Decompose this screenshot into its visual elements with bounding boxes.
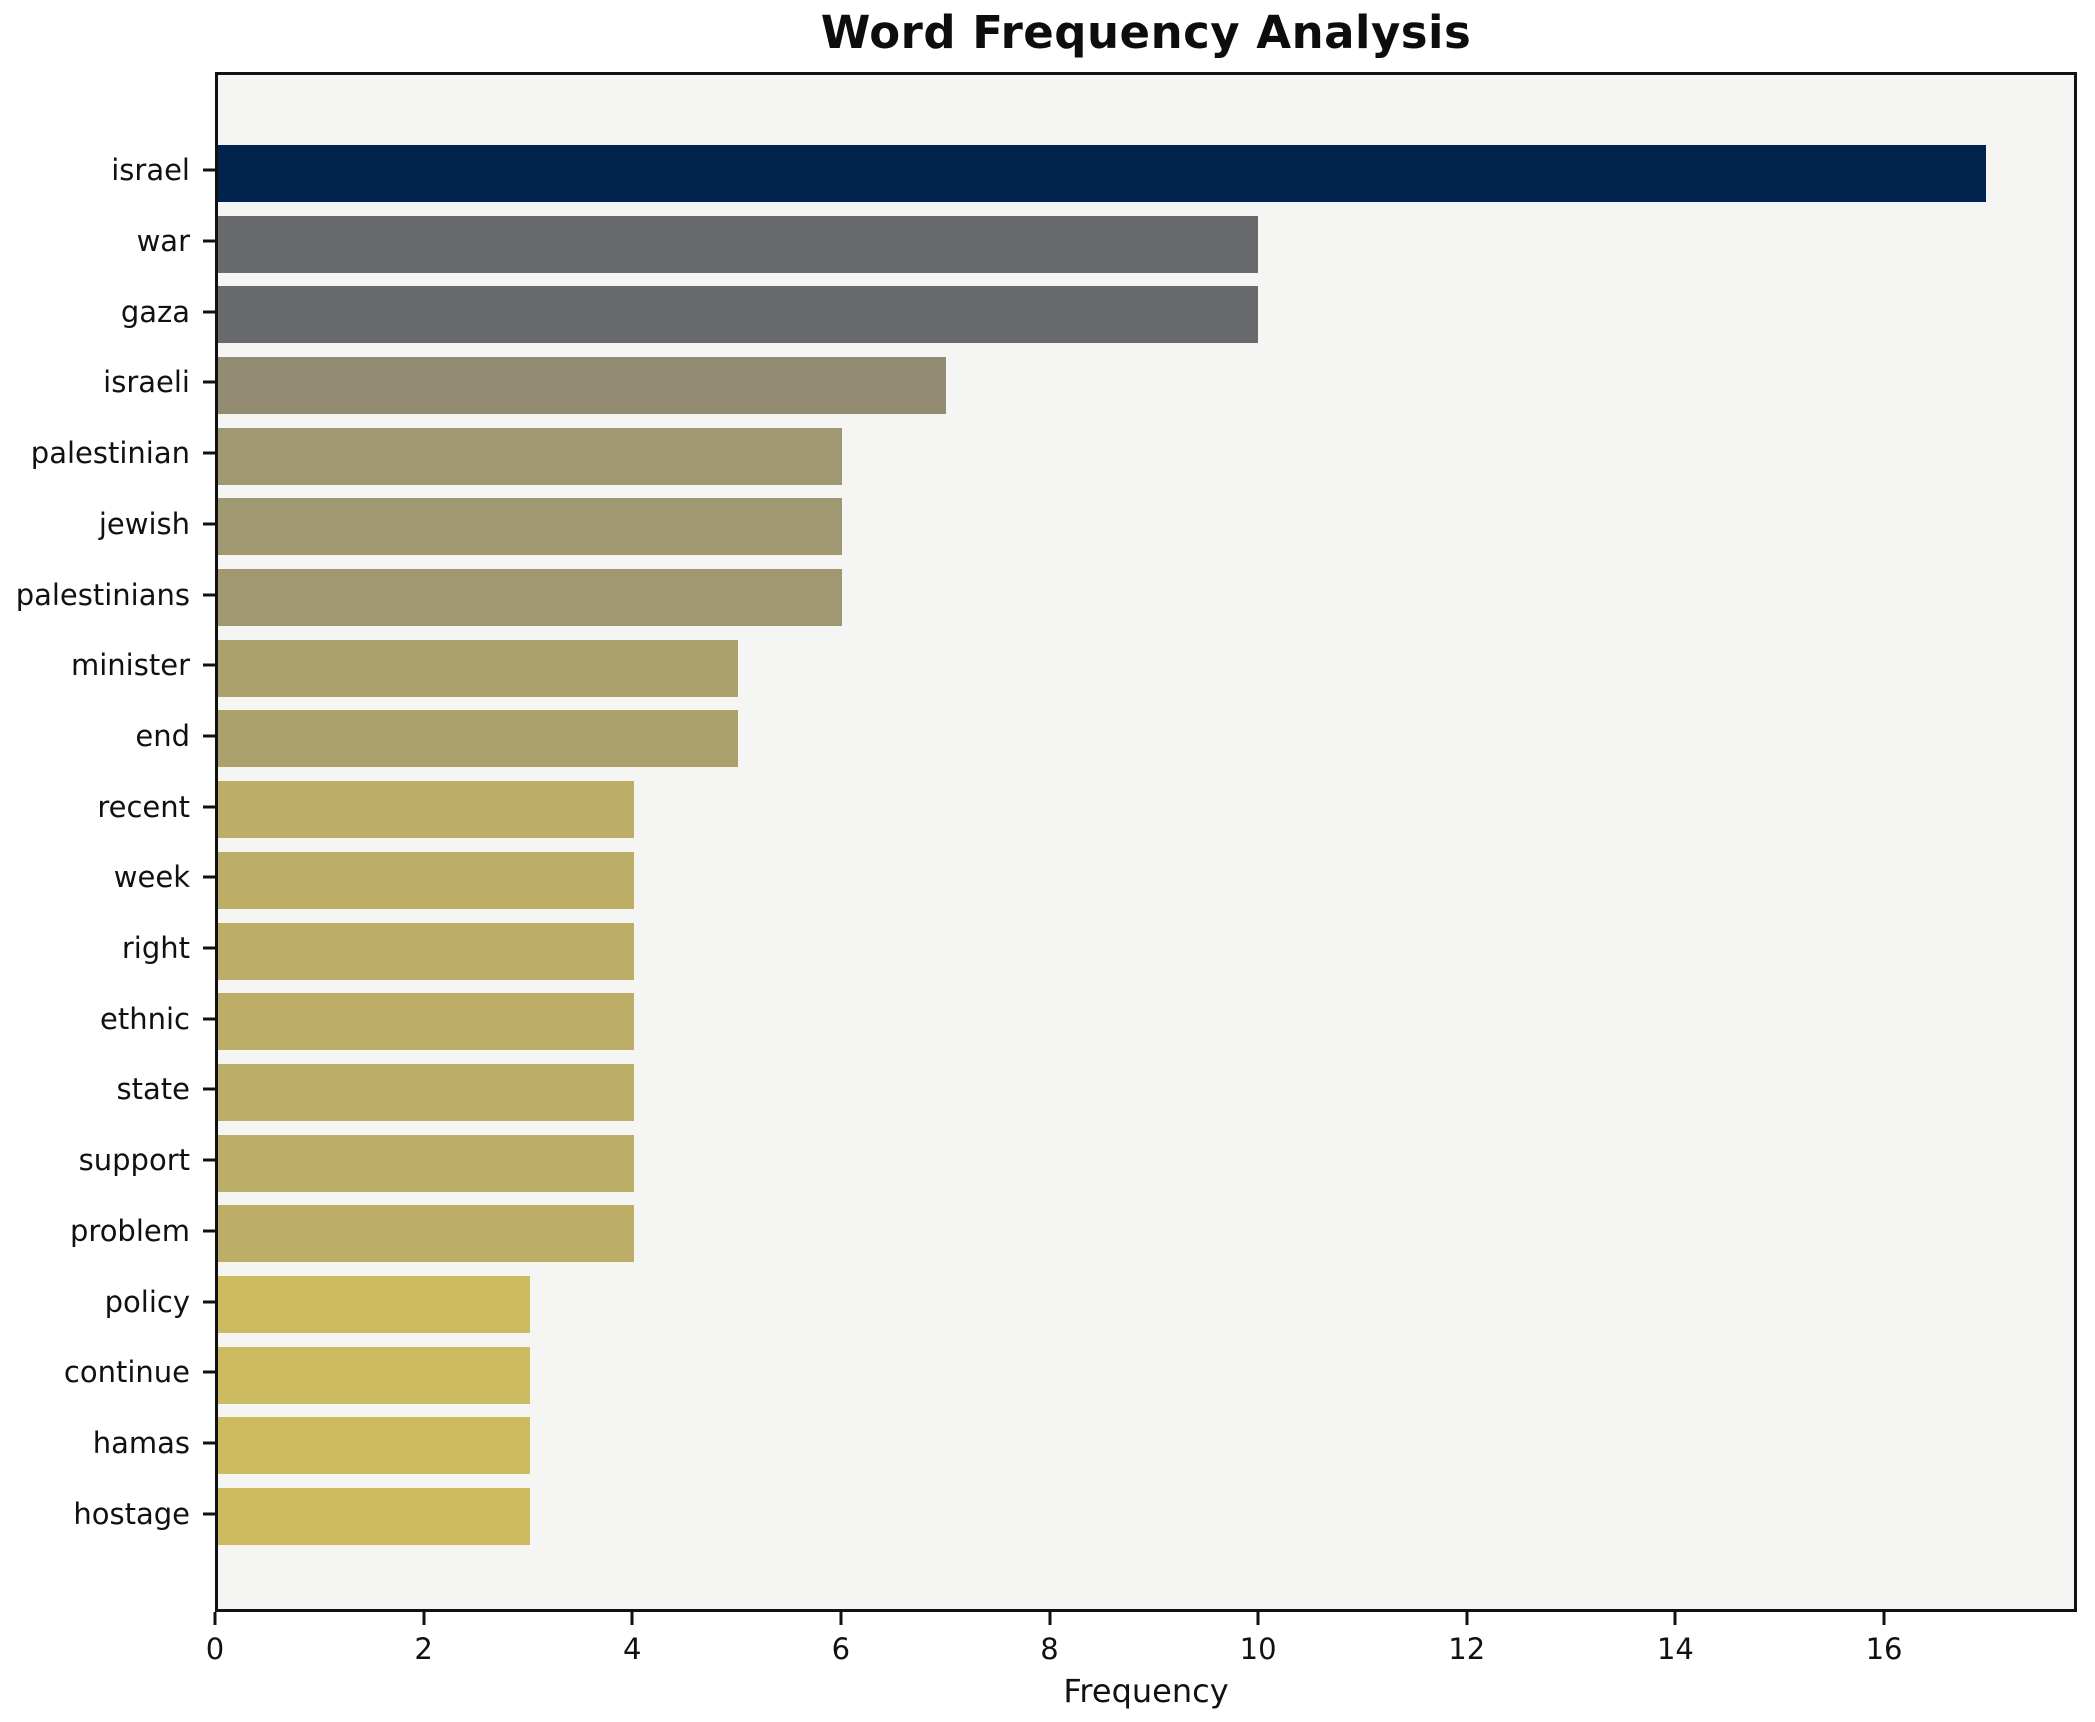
x-tick-label-12: 12: [1448, 1632, 1486, 1666]
y-tick-mark: [203, 1087, 215, 1091]
bar-ethnic: [218, 993, 634, 1051]
bar-support: [218, 1134, 634, 1192]
bar-recent: [218, 781, 634, 839]
x-tick-mark: [1048, 1612, 1051, 1625]
x-tick-mark: [630, 1612, 634, 1625]
y-tick-mark: [203, 1300, 215, 1303]
y-tick-label-jewish: jewish: [98, 506, 190, 541]
x-tick-mark: [1256, 1612, 1260, 1625]
bar-gaza: [218, 286, 1258, 344]
y-tick-mark: [203, 663, 215, 667]
x-tick-mark: [213, 1612, 217, 1625]
x-tick-mark: [1465, 1612, 1469, 1625]
plot-area: [215, 72, 2077, 1612]
y-tick-label-israel: israel: [111, 153, 190, 188]
y-tick-mark: [203, 1017, 215, 1021]
x-tick-label-6: 6: [831, 1632, 851, 1666]
x-tick-mark: [839, 1612, 843, 1625]
y-tick-mark: [203, 239, 215, 243]
y-tick-mark: [203, 1441, 215, 1445]
y-tick-label-gaza: gaza: [120, 294, 190, 329]
bar-hostage: [218, 1488, 530, 1546]
bar-continue: [218, 1346, 530, 1404]
x-tick-label-16: 16: [1865, 1632, 1903, 1666]
y-tick-mark: [203, 310, 215, 314]
y-tick-mark: [203, 1158, 215, 1162]
bar-policy: [218, 1276, 530, 1333]
y-tick-label-state: state: [116, 1072, 190, 1107]
y-tick-mark: [203, 805, 215, 809]
y-tick-mark: [203, 1229, 215, 1233]
bar-palestinian: [218, 427, 842, 485]
y-tick-label-recent: recent: [97, 789, 190, 824]
y-tick-label-right: right: [121, 931, 190, 965]
x-tick-mark: [1673, 1612, 1677, 1625]
x-tick-label-10: 10: [1239, 1632, 1277, 1666]
x-tick-mark: [1882, 1612, 1886, 1625]
y-tick-label-minister: minister: [71, 648, 190, 683]
bar-minister: [218, 639, 738, 697]
y-tick-mark: [203, 1512, 215, 1516]
y-tick-mark: [203, 168, 215, 172]
y-tick-mark: [203, 734, 215, 738]
y-tick-label-support: support: [78, 1143, 190, 1178]
y-tick-label-palestinian: palestinian: [30, 436, 190, 471]
x-tick-label-0: 0: [205, 1632, 225, 1666]
bar-state: [218, 1063, 634, 1121]
y-tick-label-hostage: hostage: [73, 1496, 190, 1531]
bar-problem: [218, 1205, 634, 1263]
x-axis-label: Frequency: [1063, 1672, 1229, 1710]
bar-palestinians: [218, 569, 842, 626]
x-tick-label-8: 8: [1040, 1632, 1059, 1666]
x-tick-label-2: 2: [414, 1632, 433, 1666]
bar-right: [218, 922, 634, 980]
bar-israel: [218, 144, 1986, 202]
bar-war: [218, 215, 1258, 273]
y-tick-label-palestinians: palestinians: [15, 577, 190, 612]
x-tick-mark: [422, 1612, 426, 1625]
y-tick-label-problem: problem: [70, 1213, 190, 1248]
bar-jewish: [218, 498, 842, 556]
bar-hamas: [218, 1417, 530, 1475]
y-tick-mark: [203, 522, 215, 526]
x-tick-label-14: 14: [1656, 1632, 1694, 1666]
bar-end: [218, 710, 738, 768]
y-tick-label-israeli: israeli: [103, 365, 190, 400]
y-tick-mark: [203, 593, 215, 596]
bar-week: [218, 851, 634, 909]
y-tick-mark: [203, 946, 215, 950]
bar-israeli: [218, 356, 946, 414]
y-tick-label-policy: policy: [104, 1284, 190, 1319]
y-tick-label-hamas: hamas: [92, 1425, 190, 1460]
y-tick-label-end: end: [135, 718, 190, 753]
y-tick-mark: [203, 1370, 215, 1374]
y-tick-label-continue: continue: [63, 1355, 190, 1390]
y-tick-label-ethnic: ethnic: [100, 1001, 190, 1036]
y-tick-label-war: war: [136, 224, 190, 258]
y-tick-mark: [203, 380, 215, 384]
y-tick-mark: [203, 451, 215, 455]
y-tick-label-week: week: [113, 860, 190, 895]
chart-title: Word Frequency Analysis: [820, 6, 1472, 59]
x-tick-label-4: 4: [623, 1632, 642, 1666]
y-tick-mark: [203, 875, 215, 879]
